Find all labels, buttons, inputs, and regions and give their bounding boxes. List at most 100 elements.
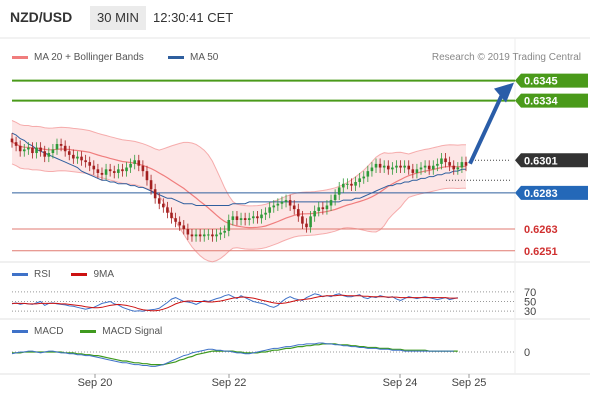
candle-body xyxy=(243,218,247,220)
candle-body xyxy=(43,151,47,157)
candle-body xyxy=(108,169,112,172)
candle-body xyxy=(382,165,386,168)
candle-body xyxy=(190,234,194,237)
candle-body xyxy=(366,171,370,177)
candle-body xyxy=(76,156,79,159)
candle-body xyxy=(374,163,378,168)
candle-body xyxy=(297,209,300,217)
candle-body xyxy=(444,158,447,163)
candle-body xyxy=(202,234,206,237)
candle-body xyxy=(88,162,92,166)
research-credit: Research © 2019 Trading Central xyxy=(431,52,581,63)
level-label-0.6283: 0.6283 xyxy=(524,188,558,200)
x-tick-label: Sep 25 xyxy=(452,377,487,389)
candle-body xyxy=(63,145,67,152)
rsi-swatch xyxy=(12,272,28,276)
candle-body xyxy=(137,160,141,166)
candle-body xyxy=(174,218,177,222)
candle-body xyxy=(284,200,288,202)
level-tag-0.6283 xyxy=(515,185,588,200)
candle-body xyxy=(211,234,214,237)
candle-body xyxy=(149,180,153,190)
candle-body xyxy=(407,165,411,170)
candle-body xyxy=(362,176,366,179)
candle-body xyxy=(55,144,59,150)
candle-body xyxy=(288,200,292,206)
candle-body xyxy=(22,149,26,152)
candle-body xyxy=(280,201,284,204)
candle-body xyxy=(219,232,222,235)
candle-body xyxy=(305,223,308,228)
legend-bollinger: MA 20 + Bollinger Bands xyxy=(12,52,144,63)
candle-body xyxy=(215,234,218,237)
legend-ma50-swatch xyxy=(168,55,184,59)
candle-body xyxy=(431,165,435,170)
candle-body xyxy=(178,221,181,226)
candle-body xyxy=(317,207,321,211)
rsi-ma-line xyxy=(12,294,458,312)
candle-body xyxy=(170,212,173,219)
candle-body xyxy=(96,169,100,173)
rsi-line xyxy=(11,293,458,312)
rsi-tick-50: 50 xyxy=(524,297,536,309)
candle-body xyxy=(260,214,263,219)
candle-body xyxy=(448,162,451,166)
candle-body xyxy=(186,229,190,235)
macd-signal-swatch xyxy=(80,329,97,333)
candle-body xyxy=(100,172,104,175)
rsi-tick-70: 70 xyxy=(524,287,536,299)
candle-body xyxy=(247,218,251,220)
rsi-legend-label: RSI xyxy=(34,269,51,280)
forecast-arrow-shaft xyxy=(468,93,504,165)
candle-body xyxy=(464,162,468,166)
bollinger-upper-line xyxy=(11,120,466,207)
candle-body xyxy=(104,169,108,175)
candle-body xyxy=(145,171,149,181)
candle-body xyxy=(239,218,243,220)
candle-body xyxy=(80,156,83,161)
level-tag-0.6301 xyxy=(515,153,588,168)
candle-body xyxy=(391,167,394,170)
candle-body xyxy=(141,165,145,172)
candle-body xyxy=(153,189,157,199)
legend-ma50-label: MA 50 xyxy=(190,52,219,63)
candle-body xyxy=(354,182,357,186)
candle-body xyxy=(346,183,349,185)
candle-body xyxy=(227,220,231,231)
candle-body xyxy=(117,169,120,173)
x-tick-label: Sep 20 xyxy=(78,377,113,389)
candle-body xyxy=(18,145,22,152)
rsi-legend: RSI 9MA xyxy=(12,269,114,280)
macd-line xyxy=(11,342,454,367)
candle-body xyxy=(341,183,345,188)
macd-legend-label: MACD xyxy=(34,326,64,337)
candle-body xyxy=(231,216,235,220)
candle-body xyxy=(125,167,128,172)
candle-body xyxy=(10,138,14,143)
candle-body xyxy=(419,167,423,170)
ma50-line xyxy=(11,132,466,206)
candle-body xyxy=(223,230,226,233)
candle-body xyxy=(440,158,443,164)
x-tick-label: Sep 24 xyxy=(383,377,418,389)
candle-body xyxy=(198,234,202,237)
candle-body xyxy=(325,205,329,210)
candle-body xyxy=(264,212,267,215)
timestamp: 12:30:41 CET xyxy=(153,10,234,25)
candle-body xyxy=(121,169,124,172)
candle-body xyxy=(460,162,464,168)
timeframe-badge[interactable]: 30 MIN xyxy=(90,6,146,30)
candle-body xyxy=(133,160,137,164)
x-tick-label: Sep 22 xyxy=(212,377,247,389)
candle-body xyxy=(292,205,296,210)
candle-body xyxy=(157,198,161,204)
level-tag-0.6334 xyxy=(515,93,588,108)
currency-pair-title: NZD/USD xyxy=(10,9,73,25)
candle-body xyxy=(47,153,51,157)
candle-body xyxy=(252,216,255,219)
candle-body xyxy=(436,163,439,166)
candle-body xyxy=(427,165,431,170)
candle-body xyxy=(39,147,42,152)
level-label-0.6251: 0.6251 xyxy=(524,246,558,258)
